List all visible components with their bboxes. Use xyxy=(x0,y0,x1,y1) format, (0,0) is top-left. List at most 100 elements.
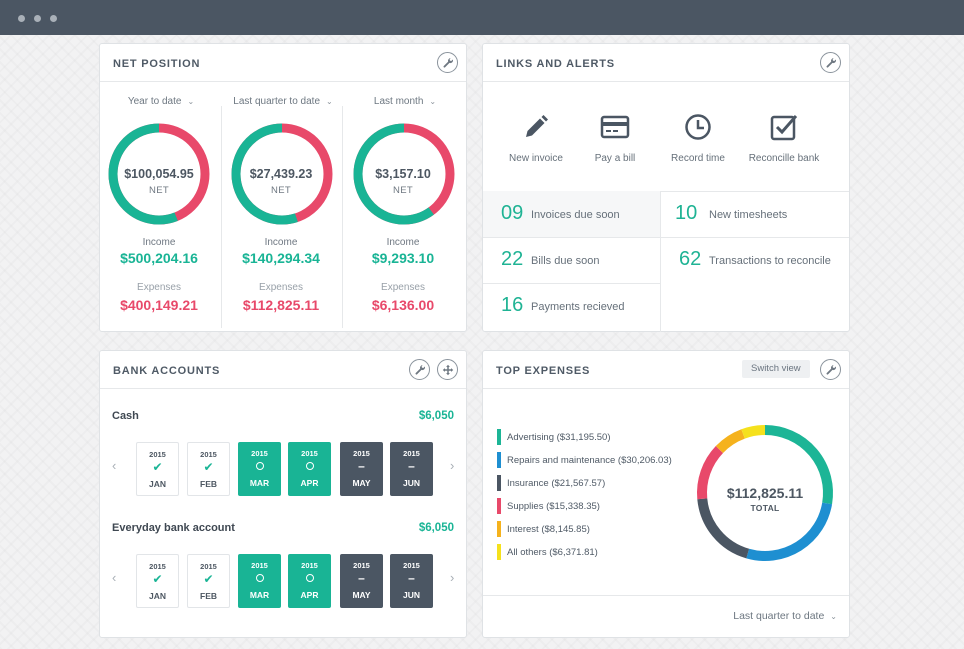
window-titlebar xyxy=(0,0,964,35)
month-tile-jan[interactable]: 2015 ✔ JAN xyxy=(136,554,179,608)
month-tile-apr[interactable]: 2015 APR xyxy=(288,442,331,496)
month-tile-apr[interactable]: 2015 APR xyxy=(288,554,331,608)
wrench-icon xyxy=(825,57,836,68)
donut-slice xyxy=(697,446,724,500)
record-time-link[interactable]: Record time xyxy=(653,82,743,190)
alert-transactions-reconcile[interactable]: 62 Transactions to reconcile xyxy=(661,237,849,283)
month-tile-feb[interactable]: 2015 ✔ FEB xyxy=(187,442,230,496)
window-dot-2[interactable] xyxy=(34,15,41,22)
alert-count: 09 xyxy=(501,202,524,224)
alert-count: 62 xyxy=(679,248,702,270)
window-dot-3[interactable] xyxy=(50,15,57,22)
period-dropdown[interactable]: Last quarter to date ⌄ xyxy=(733,610,837,622)
donut-slice xyxy=(697,498,750,559)
expenses-total: $112,825.11 xyxy=(726,485,804,501)
pay-bill-link[interactable]: Pay a bill xyxy=(570,82,660,190)
income-value: $9,293.10 xyxy=(371,250,435,266)
settings-wrench-button[interactable] xyxy=(820,52,841,73)
dash-icon: – xyxy=(408,571,415,585)
switch-view-button[interactable]: Switch view xyxy=(742,360,810,378)
legend-swatch xyxy=(497,452,501,468)
wrench-icon xyxy=(414,364,425,375)
chevron-right-icon[interactable]: › xyxy=(450,570,455,585)
new-invoice-link[interactable]: New invoice xyxy=(491,82,581,190)
month-name: APR xyxy=(300,590,319,600)
panel-header: LINKS AND ALERTS xyxy=(483,44,849,82)
net-label: NET xyxy=(271,185,291,196)
alert-text: Bills due soon xyxy=(531,255,600,267)
expenses-label: Expenses xyxy=(381,282,425,293)
month-status: – xyxy=(340,571,383,585)
panel-header: NET POSITION xyxy=(100,44,466,82)
month-tile-feb[interactable]: 2015 ✔ FEB xyxy=(187,554,230,608)
month-name: JAN xyxy=(148,479,166,489)
wrench-icon xyxy=(825,364,836,375)
donut-slice xyxy=(746,502,833,561)
income-label: Income xyxy=(142,237,176,248)
month-status: – xyxy=(340,459,383,473)
month-status: ✔ xyxy=(137,572,178,586)
dash-icon: – xyxy=(358,571,365,585)
period-label: Last quarter to date xyxy=(233,96,321,107)
net-ring-chart xyxy=(108,123,210,225)
account-name[interactable]: Cash xyxy=(112,410,139,422)
period-dropdown[interactable]: Last month ⌄ xyxy=(344,96,466,107)
month-tile-may[interactable]: 2015– MAY xyxy=(340,442,383,496)
check-icon: ✔ xyxy=(152,460,163,474)
legend-label: Interest ($8,145.85) xyxy=(507,524,590,535)
month-year: 2015 xyxy=(251,561,268,570)
grid-divider xyxy=(660,191,661,332)
open-circle-icon xyxy=(255,574,264,582)
account-name[interactable]: Everyday bank account xyxy=(112,522,235,534)
settings-wrench-button[interactable] xyxy=(409,359,430,380)
open-circle-icon xyxy=(305,574,314,582)
dash-icon: – xyxy=(358,459,365,473)
month-tile-mar[interactable]: 2015 MAR xyxy=(238,554,281,608)
alert-payments-received[interactable]: 16 Payments recieved xyxy=(483,283,660,329)
net-ring-chart xyxy=(231,123,333,225)
month-tile-jan[interactable]: 2015 ✔ JAN xyxy=(136,442,179,496)
alert-count: 10 xyxy=(675,202,698,224)
panel-footer: Last quarter to date ⌄ xyxy=(483,595,849,637)
settings-wrench-button[interactable] xyxy=(437,52,458,73)
credit-card-icon xyxy=(600,112,630,142)
net-position-panel: NET POSITION Year to date ⌄ $100,054.95 NET… xyxy=(99,43,467,332)
month-tile-mar[interactable]: 2015 MAR xyxy=(238,442,281,496)
alert-bills-due[interactable]: 22 Bills due soon xyxy=(483,237,660,283)
expenses-donut-chart xyxy=(697,425,833,561)
month-tile-jun[interactable]: 2015– JUN xyxy=(390,442,433,496)
move-button[interactable] xyxy=(437,359,458,380)
month-status: – xyxy=(390,571,433,585)
chevron-left-icon[interactable]: ‹ xyxy=(112,458,117,473)
income-label: Income xyxy=(386,237,420,248)
alert-text: Payments recieved xyxy=(531,301,625,313)
settings-wrench-button[interactable] xyxy=(820,359,841,380)
period-dropdown[interactable]: Year to date ⌄ xyxy=(100,96,222,107)
month-name: JUN xyxy=(402,590,420,600)
period-dropdown[interactable]: Last quarter to date ⌄ xyxy=(222,96,344,107)
month-name: FEB xyxy=(200,479,217,489)
income-value: $140,294.34 xyxy=(242,250,320,266)
checkbox-icon xyxy=(769,112,799,142)
chevron-left-icon[interactable]: ‹ xyxy=(112,570,117,585)
month-year: 2015 xyxy=(301,449,318,458)
grid-divider xyxy=(483,237,849,238)
donut-slice xyxy=(741,425,766,439)
alert-invoices-due[interactable]: 09 Invoices due soon xyxy=(483,191,660,237)
chevron-right-icon[interactable]: › xyxy=(450,458,455,473)
legend-label: All others ($6,371.81) xyxy=(507,547,598,558)
month-name: APR xyxy=(300,478,319,488)
window-dot-1[interactable] xyxy=(18,15,25,22)
month-year: 2015 xyxy=(149,450,166,459)
pencil-icon xyxy=(521,112,551,142)
month-tile-may[interactable]: 2015– MAY xyxy=(340,554,383,608)
month-status: ✔ xyxy=(137,460,178,474)
panel-title: LINKS AND ALERTS xyxy=(496,58,615,70)
dash-icon: – xyxy=(408,459,415,473)
reconcile-bank-link[interactable]: Reconcille bank xyxy=(739,82,829,190)
net-label: NET xyxy=(393,185,413,196)
alert-new-timesheets[interactable]: 10 New timesheets xyxy=(661,191,849,237)
alert-text: Transactions to reconcile xyxy=(709,255,831,267)
month-year: 2015 xyxy=(353,561,370,570)
month-tile-jun[interactable]: 2015– JUN xyxy=(390,554,433,608)
